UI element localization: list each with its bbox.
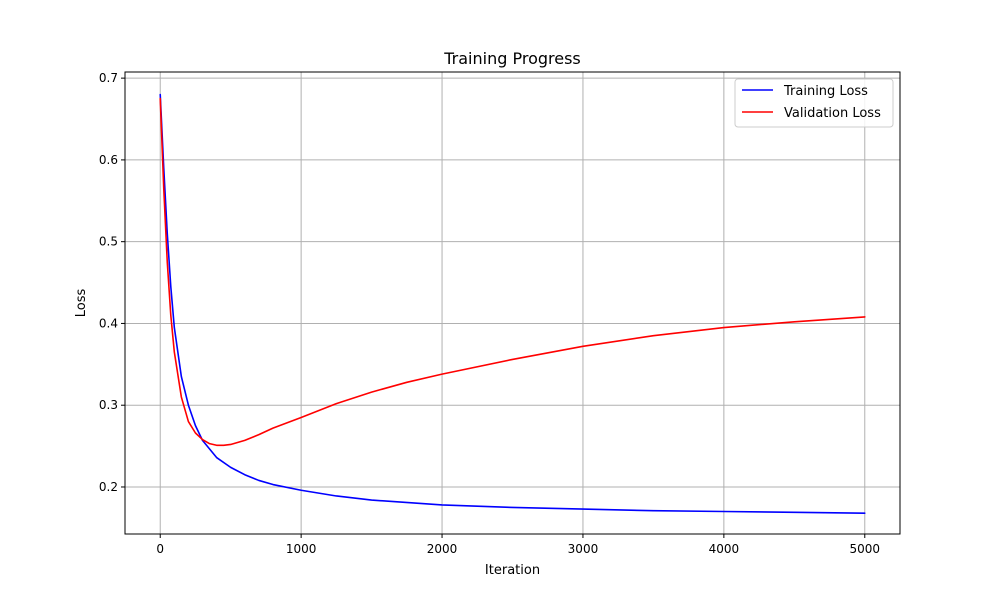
x-tick-label: 0 <box>156 542 164 556</box>
y-tick-label: 0.6 <box>99 153 118 167</box>
x-tick-label: 4000 <box>709 542 740 556</box>
training-loss-line <box>159 93 866 514</box>
axis-ticks: 0 1000 2000 3000 4000 5000 0.2 0.3 0.4 0.5 0.6 0.7 <box>99 71 880 556</box>
x-tick-label: 2000 <box>427 542 458 556</box>
y-tick-label: 0.2 <box>99 480 118 494</box>
grid-lines <box>125 72 900 534</box>
legend: Training Loss Validation Loss <box>734 78 894 128</box>
y-tick-label: 0.3 <box>99 398 118 412</box>
y-tick-label: 0.4 <box>99 316 118 330</box>
x-tick-label: 5000 <box>849 542 880 556</box>
legend-box <box>734 78 894 128</box>
x-tick-label: 3000 <box>568 542 599 556</box>
y-axis-label: Loss <box>74 289 89 318</box>
series-lines <box>159 93 866 514</box>
y-tick-label: 0.7 <box>99 71 118 85</box>
plot-frame <box>124 71 901 535</box>
y-tick-label: 0.5 <box>99 235 118 249</box>
x-tick-label: 1000 <box>286 542 317 556</box>
x-axis-label: Iteration <box>485 563 540 578</box>
chart-title: Training Progress <box>443 49 581 68</box>
legend-label-training: Training Loss <box>783 84 868 99</box>
legend-label-validation: Validation Loss <box>784 106 881 121</box>
validation-loss-line <box>159 97 866 447</box>
